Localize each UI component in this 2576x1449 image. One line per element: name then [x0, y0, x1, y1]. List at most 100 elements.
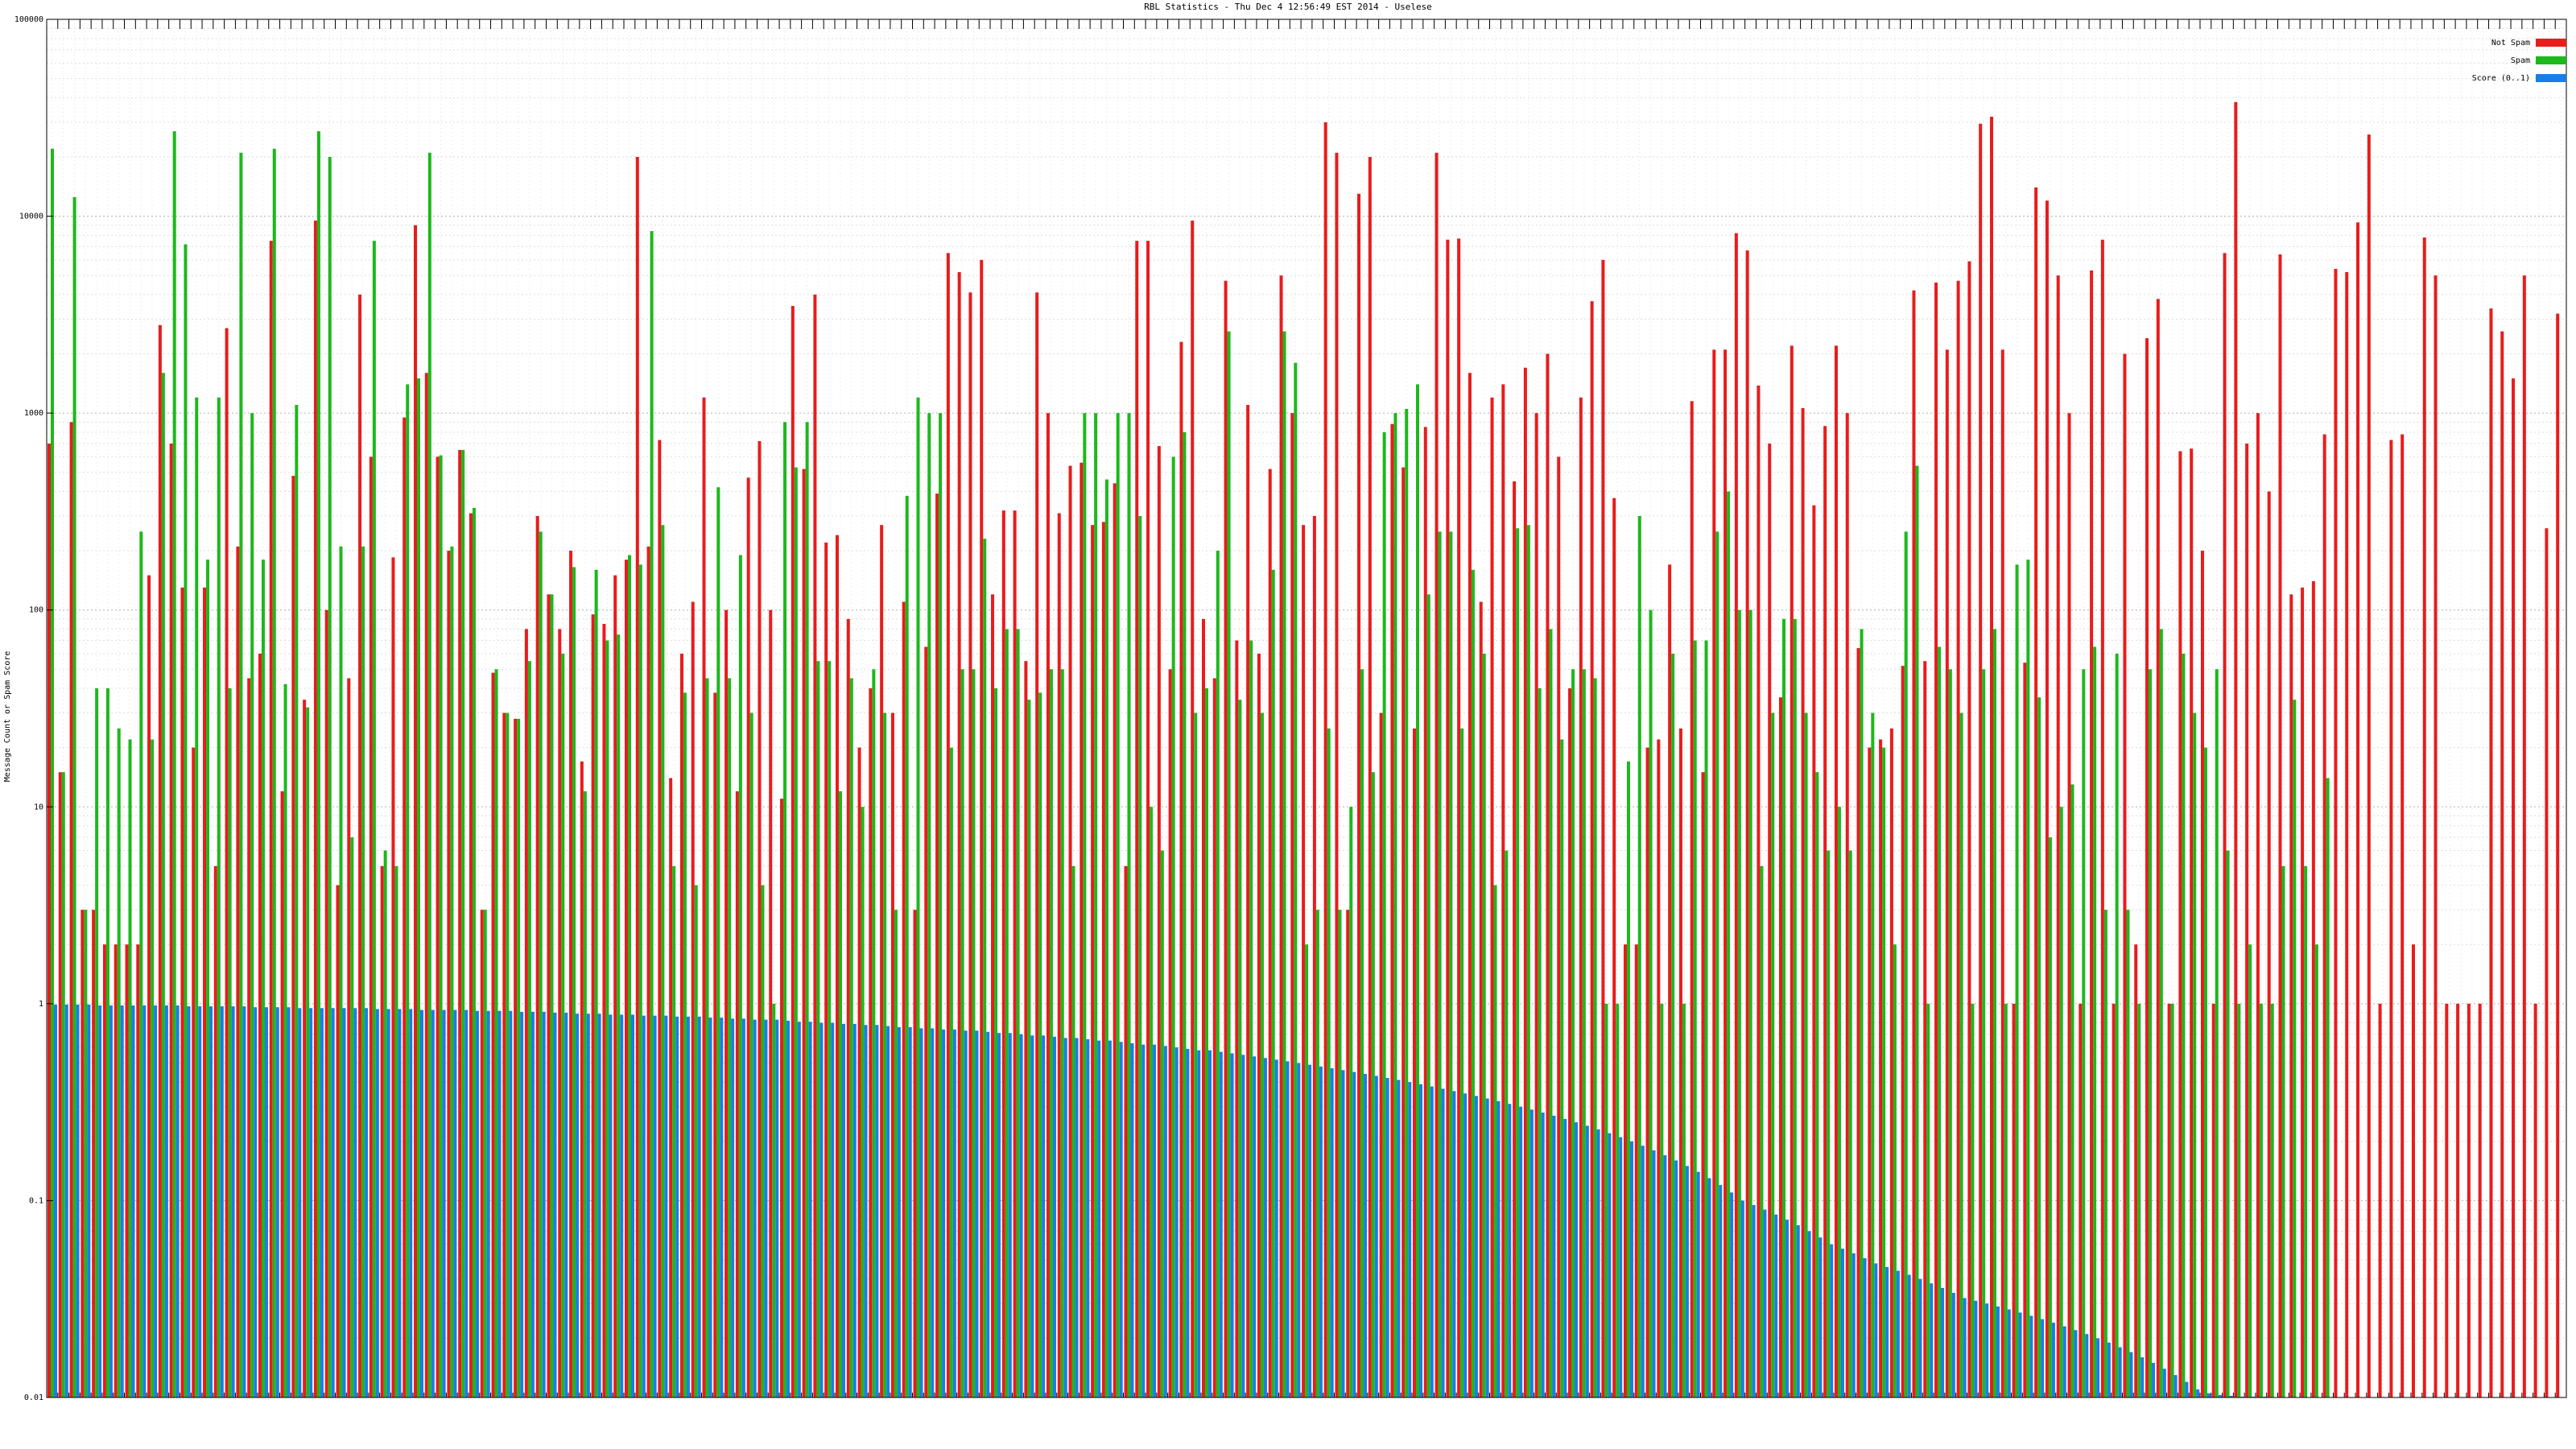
bar-not-spam-72 [846, 618, 850, 1397]
bar-not-spam-56 [669, 778, 673, 1397]
bar-not-spam-96 [1113, 483, 1117, 1397]
bar-not-spam-51 [613, 575, 617, 1397]
bar-not-spam-69 [813, 294, 817, 1397]
bar-not-spam-103 [1191, 221, 1195, 1398]
bar-not-spam-159 [1812, 505, 1816, 1397]
bar-score-0-1--139 [1596, 1129, 1600, 1397]
y-tick-label: 100 [29, 606, 43, 615]
bar-score-0-1--149 [1707, 1178, 1711, 1397]
bar-score-0-1--52 [631, 1014, 635, 1397]
bar-not-spam-4 [92, 910, 96, 1397]
bar-not-spam-141 [1612, 497, 1616, 1398]
bar-score-0-1--97 [1130, 1042, 1134, 1397]
bar-score-0-1--114 [1319, 1066, 1323, 1397]
bar-not-spam-217 [2456, 1003, 2460, 1397]
bar-spam-114 [1315, 910, 1319, 1397]
bar-spam-12 [184, 244, 188, 1397]
bar-spam-72 [849, 678, 853, 1397]
y-tick-label: 1000 [24, 409, 43, 418]
bar-spam-36 [450, 546, 454, 1397]
bar-not-spam-49 [591, 614, 595, 1397]
bar-score-0-1--51 [620, 1014, 624, 1397]
bar-spam-90 [1049, 669, 1053, 1397]
bar-not-spam-52 [625, 559, 629, 1397]
bar-score-0-1--194 [2207, 1393, 2211, 1397]
bar-spam-100 [1160, 850, 1164, 1397]
bar-not-spam-223 [2522, 275, 2526, 1397]
bar-not-spam-108 [1246, 405, 1250, 1397]
bar-spam-200 [2270, 1003, 2274, 1397]
bar-not-spam-185 [2100, 239, 2104, 1398]
bar-not-spam-48 [580, 761, 584, 1397]
bar-spam-62 [738, 555, 742, 1398]
bar-spam-130 [1493, 885, 1497, 1397]
bar-spam-136 [1560, 739, 1564, 1397]
bar-spam-170 [1938, 646, 1942, 1397]
bar-spam-18 [250, 413, 254, 1398]
bar-not-spam-189 [2145, 338, 2149, 1397]
bar-spam-121 [1393, 413, 1397, 1398]
bar-spam-171 [1948, 669, 1952, 1397]
bar-score-0-1--196 [2229, 1395, 2233, 1397]
bar-score-0-1--89 [1042, 1035, 1046, 1397]
bar-not-spam-132 [1513, 481, 1517, 1397]
bar-score-0-1--10 [164, 1005, 168, 1397]
bar-spam-118 [1360, 669, 1364, 1397]
bar-score-0-1--9 [154, 1005, 158, 1397]
bar-spam-107 [1238, 700, 1242, 1397]
bar-not-spam-124 [1423, 427, 1427, 1397]
bar-score-0-1--85 [997, 1033, 1001, 1397]
bar-not-spam-139 [1590, 301, 1594, 1397]
bar-spam-159 [1815, 772, 1819, 1397]
bar-spam-129 [1482, 653, 1486, 1397]
bar-spam-168 [1915, 465, 1919, 1397]
bar-score-0-1--168 [1918, 1278, 1922, 1397]
bar-spam-30 [383, 850, 387, 1397]
bar-spam-188 [2137, 1003, 2141, 1397]
bar-not-spam-226 [2556, 313, 2560, 1397]
bar-spam-201 [2281, 865, 2285, 1397]
bar-not-spam-145 [1657, 739, 1661, 1397]
bar-spam-103 [1194, 712, 1198, 1397]
bar-not-spam-99 [1146, 241, 1150, 1397]
bar-score-0-1--195 [2218, 1394, 2222, 1397]
bar-not-spam-76 [890, 712, 894, 1397]
bar-spam-70 [828, 661, 832, 1397]
bar-spam-51 [617, 634, 621, 1397]
legend: Not Spam Spam Score (0..1) [2472, 39, 2566, 83]
bar-score-0-1--116 [1341, 1070, 1345, 1397]
bar-not-spam-216 [2445, 1003, 2449, 1397]
bar-not-spam-34 [424, 373, 428, 1397]
bar-score-0-1--3 [87, 1004, 91, 1397]
bar-score-0-1--61 [731, 1018, 735, 1397]
bar-spam-91 [1060, 669, 1064, 1397]
bar-not-spam-8 [136, 944, 140, 1397]
bar-spam-124 [1426, 594, 1430, 1397]
bar-score-0-1--145 [1663, 1155, 1667, 1397]
bar-spam-162 [1848, 850, 1852, 1397]
bar-not-spam-64 [758, 441, 762, 1397]
bar-score-0-1--166 [1896, 1270, 1900, 1397]
bar-spam-99 [1150, 807, 1154, 1397]
bar-score-0-1--193 [2196, 1389, 2200, 1397]
bar-score-0-1--59 [708, 1018, 712, 1397]
bar-score-0-1--181 [2062, 1326, 2066, 1397]
bar-score-0-1--32 [409, 1009, 413, 1397]
bar-score-0-1--106 [1230, 1053, 1234, 1397]
bar-spam-199 [2259, 1003, 2263, 1397]
legend-swatch [2536, 39, 2566, 47]
bar-score-0-1--35 [442, 1009, 446, 1397]
bar-spam-42 [517, 718, 521, 1397]
bar-score-0-1--63 [753, 1019, 757, 1397]
bar-spam-59 [705, 678, 709, 1397]
bar-score-0-1--65 [775, 1019, 779, 1397]
bar-spam-128 [1471, 569, 1475, 1397]
bar-not-spam-211 [2389, 440, 2393, 1397]
bar-not-spam-106 [1224, 280, 1228, 1397]
bar-not-spam-97 [1124, 865, 1128, 1397]
bar-not-spam-78 [913, 910, 917, 1397]
bar-spam-115 [1327, 728, 1331, 1397]
bar-spam-194 [2203, 747, 2207, 1397]
bar-score-0-1--160 [1830, 1244, 1834, 1397]
bar-not-spam-115 [1323, 122, 1327, 1397]
